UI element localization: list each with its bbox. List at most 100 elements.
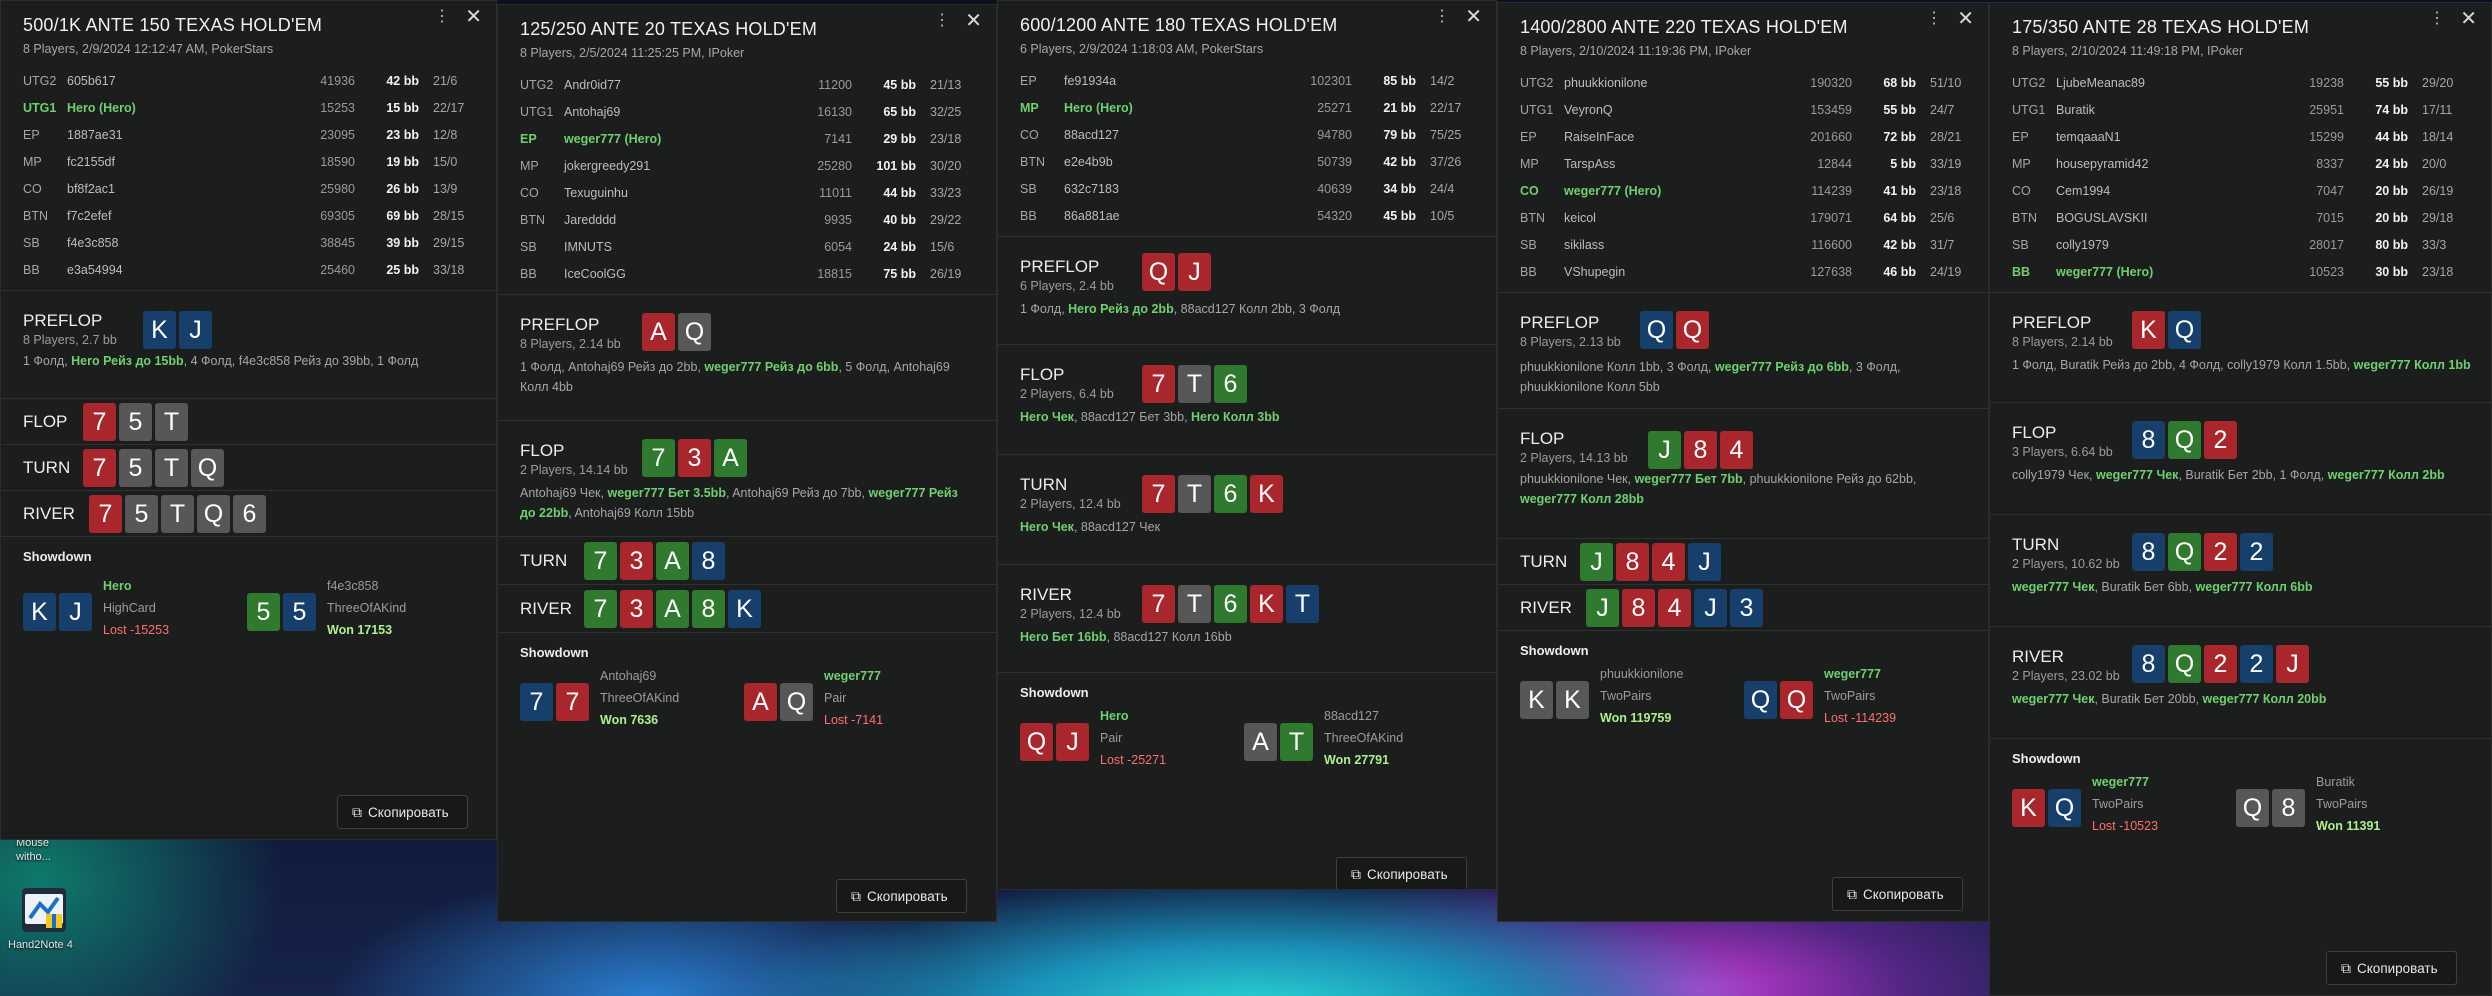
showdown-info: Buratik TwoPairs Won 11391 [2316, 771, 2380, 837]
player-stack-bb: 79 bb [1383, 128, 1416, 142]
showdown-result: Won 27791 [1324, 753, 1390, 767]
seat-row[interactable]: CO Cem1994 7047 20 bb 26/19 [1990, 178, 2491, 205]
close-icon[interactable]: ✕ [465, 6, 482, 28]
seat-row[interactable]: SB IMNUTS 6054 24 bb 15/6 [498, 234, 996, 261]
seat-row[interactable]: BB weger777 (Hero) 10523 30 bb 23/18 [1990, 259, 2491, 286]
more-menu-icon[interactable]: ⋮ [2429, 10, 2445, 27]
seat-position: MP [23, 155, 42, 169]
street-name: TURN [2012, 535, 2060, 554]
close-icon[interactable]: ✕ [2460, 8, 2477, 30]
seat-row[interactable]: MP Hero (Hero) 25271 21 bb 22/17 [998, 95, 1496, 122]
more-menu-icon[interactable]: ⋮ [1926, 10, 1942, 27]
player-vpip-pfr: 15/0 [433, 155, 458, 169]
player-stack-bb: 20 bb [2375, 211, 2408, 225]
seat-row[interactable]: CO bf8f2ac1 25980 26 bb 13/9 [1, 176, 496, 203]
seat-row[interactable]: EP weger777 (Hero) 7141 29 bb 23/18 [498, 126, 996, 153]
copy-button[interactable]: ⧉ Скопировать [1336, 857, 1467, 889]
player-stack-bb: 42 bb [1883, 238, 1916, 252]
player-stack: 25280 [817, 159, 852, 173]
seat-row[interactable]: UTG2 phuukkionilone 190320 68 bb 51/10 [1498, 70, 1988, 97]
playing-card: J [179, 311, 212, 349]
seat-row[interactable]: CO Texuguinhu 11011 44 bb 33/23 [498, 180, 996, 207]
seat-row[interactable]: CO 88acd127 94780 79 bb 75/25 [998, 122, 1496, 149]
seat-row[interactable]: MP TarspAss 12844 5 bb 33/19 [1498, 151, 1988, 178]
copy-button[interactable]: ⧉ Скопировать [337, 795, 468, 829]
seat-list: EP fe91934a 102301 85 bb 14/2 MP Hero (Hero) 25… [998, 68, 1496, 237]
seat-row[interactable]: EP temqaaaN1 15299 44 bb 18/14 [1990, 124, 2491, 151]
playing-card: 8 [2132, 421, 2165, 459]
seat-row[interactable]: BTN Jaredddd 9935 40 bb 29/22 [498, 207, 996, 234]
seat-row[interactable]: BB e3a54994 25460 25 bb 33/18 [1, 257, 496, 284]
close-icon[interactable]: ✕ [1957, 8, 1974, 30]
seat-row[interactable]: CO weger777 (Hero) 114239 41 bb 23/18 [1498, 178, 1988, 205]
seat-row[interactable]: UTG1 Antohaj69 16130 65 bb 32/25 [498, 99, 996, 126]
showdown-combination: ThreeOfAKind [1324, 731, 1404, 745]
seat-row[interactable]: EP RaiseInFace 201660 72 bb 28/21 [1498, 124, 1988, 151]
playing-card: 5 [283, 593, 316, 631]
seat-row[interactable]: BTN BOGUSLAVSKII 7015 20 bb 29/18 [1990, 205, 2491, 232]
mouse-label-line-1: Mouse [16, 837, 50, 849]
more-menu-icon[interactable]: ⋮ [934, 12, 950, 29]
seat-row[interactable]: BB IceCoolGG 18815 75 bb 26/19 [498, 261, 996, 288]
copy-button[interactable]: ⧉ Скопировать [1832, 877, 1963, 911]
seat-row[interactable]: UTG2 Andr0id77 11200 45 bb 21/13 [498, 72, 996, 99]
seat-row[interactable]: BTN f7c2efef 69305 69 bb 28/15 [1, 203, 496, 230]
player-stack-bb: 20 bb [2375, 184, 2408, 198]
seat-row[interactable]: EP fe91934a 102301 85 bb 14/2 [998, 68, 1496, 95]
player-stack: 15299 [2309, 130, 2344, 144]
copy-button[interactable]: ⧉ Скопировать [2326, 951, 2457, 985]
copy-button[interactable]: ⧉ Скопировать [836, 879, 967, 913]
seat-row[interactable]: MP housepyramid42 8337 24 bb 20/0 [1990, 151, 2491, 178]
seat-row[interactable]: MP jokergreedy291 25280 101 bb 30/20 [498, 153, 996, 180]
close-icon[interactable]: ✕ [965, 10, 982, 32]
seat-row[interactable]: UTG2 LjubeMeanac89 19238 55 bb 29/20 [1990, 70, 2491, 97]
seat-position: UTG2 [520, 78, 554, 92]
player-name: colly1979 [2056, 238, 2109, 252]
more-menu-icon[interactable]: ⋮ [1434, 8, 1450, 25]
close-icon[interactable]: ✕ [1465, 6, 1482, 28]
seat-row[interactable]: EP 1887ae31 23095 23 bb 12/8 [1, 122, 496, 149]
playing-card: K [1250, 475, 1283, 513]
seat-row[interactable]: UTG1 Hero (Hero) 15253 15 bb 22/17 [1, 95, 496, 122]
seat-row[interactable]: SB colly1979 28017 80 bb 33/3 [1990, 232, 2491, 259]
showdown-info: weger777 TwoPairs Lost -114239 [1824, 663, 1896, 729]
player-stack: 153459 [1810, 103, 1852, 117]
seat-row[interactable]: SB f4e3c858 38845 39 bb 29/15 [1, 230, 496, 257]
more-menu-icon[interactable]: ⋮ [434, 8, 450, 25]
seat-row[interactable]: UTG1 Buratik 25951 74 bb 17/11 [1990, 97, 2491, 124]
desktop-shortcut-label[interactable]: Mouse witho... [16, 836, 51, 864]
seat-row[interactable]: BB 86a881ae 54320 45 bb 10/5 [998, 203, 1496, 230]
seat-position: SB [520, 240, 537, 254]
seat-row[interactable]: MP fc2155df 18590 19 bb 15/0 [1, 149, 496, 176]
street-actions: weger777 Чек, Buratik Бет 6bb, weger777 … [2012, 577, 2471, 597]
panel-header: 125/250 ANTE 20 TEXAS HOLD'EM 8 Players, … [498, 5, 996, 60]
playing-card: 8 [1622, 589, 1655, 627]
showdown-section: Showdown K J Hero HighCard Lost -15253 5 5 f4e3c… [1, 537, 496, 707]
player-name: LjubeMeanac89 [2056, 76, 2145, 90]
seat-row[interactable]: SB sikilass 116600 42 bb 31/7 [1498, 232, 1988, 259]
hero-action: weger777 Бет 3.5bb [607, 486, 726, 500]
seat-row[interactable]: BTN e2e4b9b 50739 42 bb 37/26 [998, 149, 1496, 176]
seat-row[interactable]: UTG1 VeyronQ 153459 55 bb 24/7 [1498, 97, 1988, 124]
playing-card: J [1580, 543, 1613, 581]
player-stack-bb: 64 bb [1883, 211, 1916, 225]
player-stack-bb: 85 bb [1383, 74, 1416, 88]
player-stack-bb: 42 bb [386, 74, 419, 88]
seat-row[interactable]: BTN keicol 179071 64 bb 25/6 [1498, 205, 1988, 232]
seat-row[interactable]: SB 632c7183 40639 34 bb 24/4 [998, 176, 1496, 203]
showdown-combination: ThreeOfAKind [327, 601, 407, 615]
street-preflop: PREFLOP 8 Players, 2.14 bb K Q 1 Фолд, Burat… [1990, 293, 2491, 403]
seat-row[interactable]: BB VShupegin 127638 46 bb 24/19 [1498, 259, 1988, 286]
player-stack: 12844 [1817, 157, 1852, 171]
hand2note-app-icon[interactable] [22, 888, 66, 932]
seat-row[interactable]: UTG2 605b617 41936 42 bb 21/6 [1, 68, 496, 95]
player-stack-bb: 46 bb [1883, 265, 1916, 279]
